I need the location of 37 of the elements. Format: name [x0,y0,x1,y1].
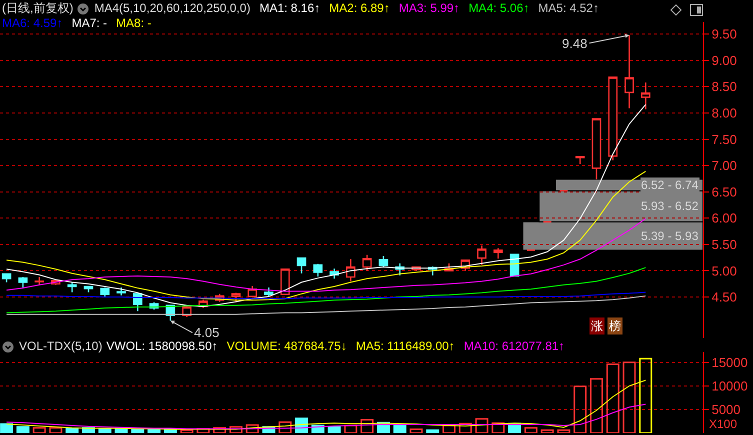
annotation: VOLUME: 487684.75↓ [226,339,347,354]
annotation: 4.05 [194,325,220,340]
y-tick-label: 9.50 [712,26,737,42]
y-tick-label: 8.00 [712,106,737,121]
text: MA3: 5.99↑ [398,1,460,16]
text: MA4: 5.06↑ [468,1,530,16]
text: MA6: 4.59↑ [2,16,63,31]
annotation: MA7: - [72,16,108,31]
text: MA10: 612077.81↑ [464,339,565,354]
y-tick-label: 6.00 [712,210,737,226]
y-tick-label: 4.50 [712,290,737,305]
chart-title: (日线,前复权) [2,1,74,16]
y-tick-label: 5.50 [712,236,737,252]
y-tick-label: 7.50 [712,132,737,147]
text: MA1: 8.16↑ [259,1,320,16]
annotation: 涨 [591,319,603,333]
y-tick-label: 9.00 [712,52,737,68]
y-tick-label: 10000 [712,378,748,394]
y-tick-label: 6.50 [712,184,737,200]
y-axis-title: X100 [709,417,738,431]
y-tick-label: 8.50 [712,79,737,94]
band-label: 5.39 - 5.93 [641,229,699,243]
annotation: 榜 [609,319,621,333]
y-tick-label: 15000 [712,354,748,370]
y-tick-label: 7.00 [712,158,737,174]
y-tick-label: 5.00 [712,263,737,278]
band-label: 5.93 - 6.52 [641,199,699,213]
text: MA2: 6.89↑ [329,1,390,16]
text: MA5: 1116489.00↑ [356,339,455,354]
chart-title: VOL-TDX(5,10) [19,339,102,354]
y-tick-label: 5000 [712,402,741,417]
text: MA5: 4.52↑ [538,1,599,16]
annotation: VWOL: 1580098.50↑ [106,339,218,354]
chart-subtitle: MA4(5,10,20,60,120,250,0,0) [94,1,250,16]
annotation: 9.48 [562,36,588,51]
annotation: MA8: - [116,16,152,31]
band-label: 6.52 - 6.74 [641,178,699,192]
